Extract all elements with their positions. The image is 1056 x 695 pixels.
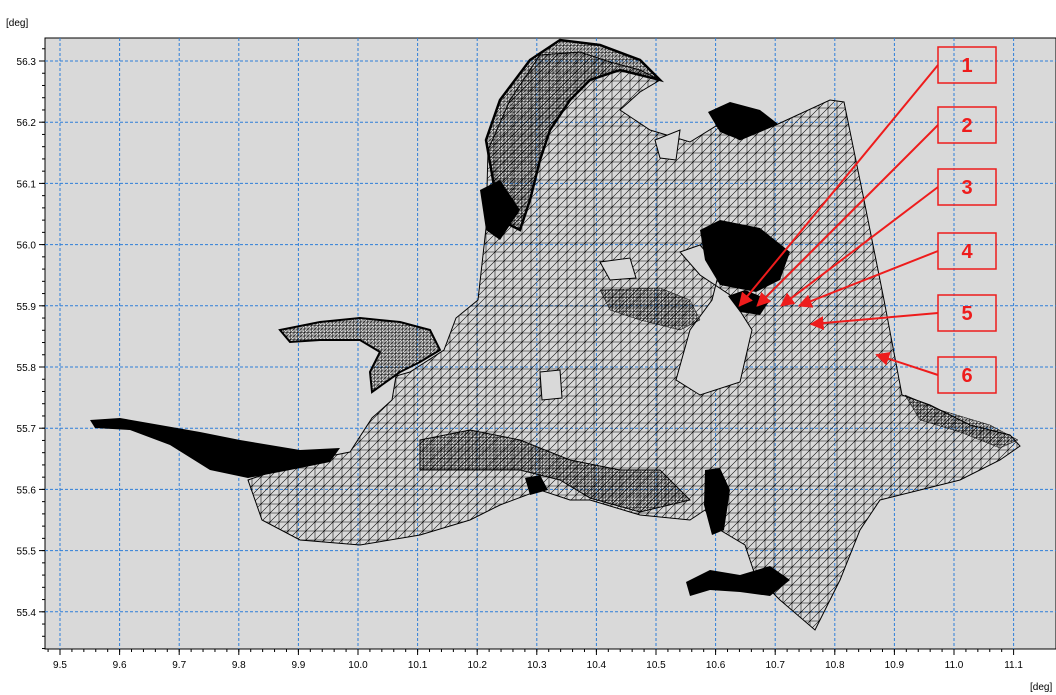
dense-east-tongue bbox=[904, 394, 1019, 449]
callout-box bbox=[937, 46, 997, 84]
dense-south-west bbox=[419, 429, 691, 513]
y-unit-label: [deg] bbox=[6, 18, 28, 29]
y-tick-label: 56.2 bbox=[17, 118, 37, 129]
callout-number: 4 bbox=[961, 241, 973, 263]
y-axis: 56.3 56.2 56.1 56.0 55.9 55.8 55.7 55.6 55.5 55.4 bbox=[17, 48, 45, 650]
callout-1: 1 bbox=[738, 46, 997, 307]
x-tick-label: 10.7 bbox=[765, 660, 785, 671]
x-tick-label: 10.5 bbox=[646, 660, 666, 671]
callout-arrow bbox=[797, 250, 939, 308]
callout-arrow bbox=[780, 186, 939, 307]
callout-number: 5 bbox=[961, 303, 972, 325]
callout-number: 3 bbox=[961, 177, 972, 199]
callout-arrow bbox=[875, 352, 939, 376]
callout-number: 2 bbox=[961, 115, 972, 137]
y-tick-label: 56.1 bbox=[17, 179, 37, 190]
x-tick-label: 10.3 bbox=[527, 660, 547, 671]
x-tick-label: 9.9 bbox=[291, 660, 305, 671]
x-tick-label: 10.0 bbox=[348, 660, 368, 671]
callout-arrow bbox=[738, 64, 939, 307]
dense-island-south bbox=[704, 468, 730, 535]
mesh-main-body bbox=[247, 51, 1021, 631]
callout-box bbox=[937, 168, 997, 206]
callout-number: 1 bbox=[961, 55, 972, 77]
callout-arrow bbox=[809, 312, 939, 331]
callout-box bbox=[937, 356, 997, 394]
callout-box bbox=[937, 106, 997, 144]
x-tick-label: 10.1 bbox=[408, 660, 428, 671]
x-tick-label: 10.6 bbox=[706, 660, 726, 671]
y-tick-label: 55.5 bbox=[17, 547, 37, 558]
dense-southern-island bbox=[686, 566, 790, 596]
x-tick-label: 11.0 bbox=[945, 660, 964, 671]
x-tick-label: 10.2 bbox=[467, 660, 487, 671]
mesh-domain bbox=[90, 38, 1021, 631]
callout-box bbox=[937, 232, 997, 270]
dense-north-inlet bbox=[480, 180, 520, 240]
y-tick-label: 56.0 bbox=[17, 241, 37, 252]
callout-box bbox=[937, 294, 997, 332]
callout-number: 6 bbox=[961, 365, 972, 387]
dense-strait-mid bbox=[599, 287, 701, 331]
mesh-hole-small bbox=[539, 369, 563, 401]
dense-north-coast bbox=[484, 38, 665, 232]
dense-west-fjord bbox=[278, 316, 442, 394]
x-tick-label: 10.9 bbox=[885, 660, 905, 671]
x-tick-label: 11.1 bbox=[1004, 660, 1023, 671]
x-axis: 9.5 9.6 9.7 9.8 9.9 10.0 10.1 10.2 10.3 10.4 10.5 1… bbox=[47, 649, 1023, 671]
x-tick-label: 10.4 bbox=[587, 660, 607, 671]
x-tick-label: 9.6 bbox=[113, 660, 127, 671]
dense-west-river bbox=[90, 418, 340, 478]
y-tick-label: 55.4 bbox=[17, 608, 37, 619]
dense-ne-peninsula bbox=[708, 102, 778, 140]
y-tick-label: 55.9 bbox=[17, 302, 37, 313]
dense-island-east bbox=[700, 220, 790, 292]
callout-annotations: 1 2 3 4 5 6 bbox=[738, 46, 997, 394]
y-tick-label: 55.7 bbox=[17, 424, 37, 435]
callout-3: 3 bbox=[780, 168, 997, 307]
x-tick-label: 9.7 bbox=[172, 660, 186, 671]
callout-6: 6 bbox=[875, 352, 997, 394]
mesh-hole-north bbox=[599, 257, 637, 281]
x-unit-label: [deg] bbox=[1030, 682, 1052, 693]
x-tick-label: 9.8 bbox=[232, 660, 246, 671]
callout-arrow bbox=[756, 124, 939, 307]
y-tick-label: 55.6 bbox=[17, 485, 37, 496]
callout-4: 4 bbox=[797, 232, 997, 308]
dense-small-island-south bbox=[525, 475, 548, 495]
callout-2: 2 bbox=[756, 106, 997, 307]
y-tick-label: 55.8 bbox=[17, 363, 37, 374]
mesh-hole-gap-ne bbox=[654, 129, 681, 161]
x-tick-label: 9.5 bbox=[53, 660, 67, 671]
y-tick-label: 56.3 bbox=[17, 57, 37, 68]
callout-5: 5 bbox=[809, 294, 997, 332]
x-tick-label: 10.8 bbox=[825, 660, 845, 671]
